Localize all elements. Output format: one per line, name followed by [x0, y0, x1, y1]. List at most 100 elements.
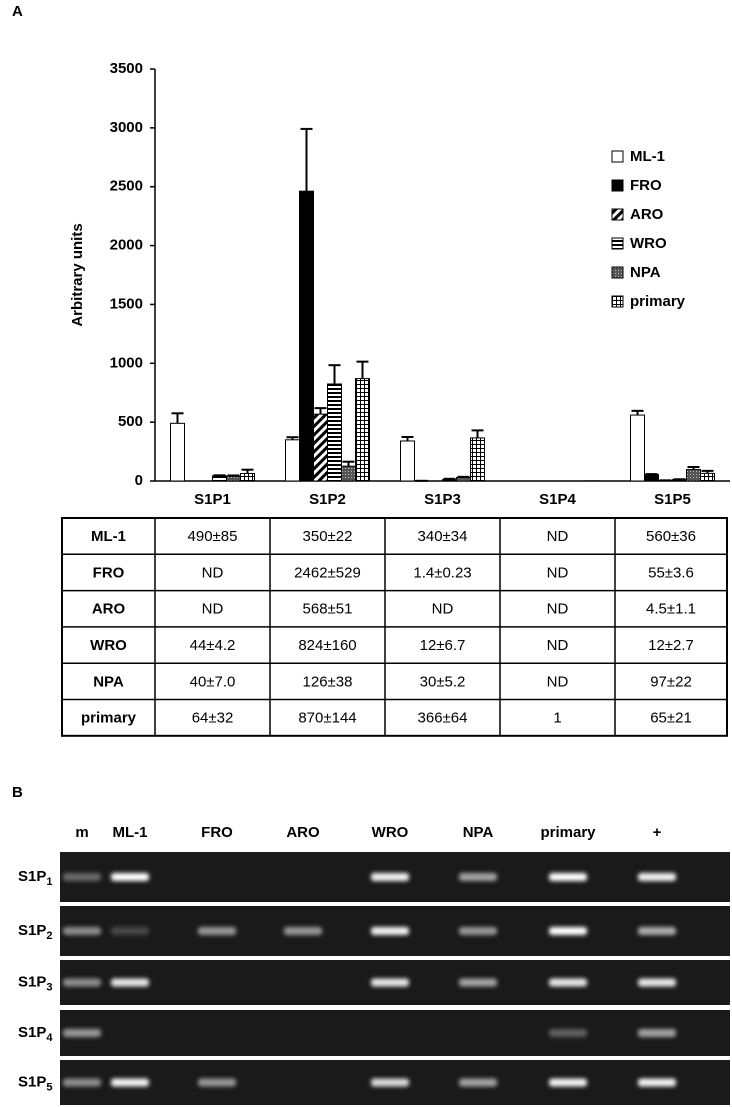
table-cell: 40±7.0 [190, 673, 236, 690]
gel-band [111, 1078, 149, 1087]
gel-band [371, 978, 409, 987]
legend-swatch [611, 179, 624, 192]
gel-band [459, 927, 497, 935]
row-label-sub: 3 [46, 981, 52, 993]
row-header: WRO [90, 637, 127, 654]
legend-label: FRO [630, 177, 662, 194]
table-cell: ND [202, 601, 224, 618]
row-label: S1P1 [18, 868, 52, 888]
table-cell: 44±4.2 [190, 637, 236, 654]
bar [686, 469, 701, 482]
table-cell: 12±6.7 [420, 637, 466, 654]
bar [327, 383, 342, 482]
gel-band [638, 873, 676, 881]
gel-band [371, 873, 409, 881]
error-bar [241, 468, 254, 474]
error-bar [314, 407, 327, 415]
bar [630, 414, 645, 482]
gel-band [63, 927, 101, 935]
gel-band [63, 1029, 101, 1037]
x-tick-label: S1P3 [424, 491, 461, 508]
bar [313, 413, 328, 482]
bar [341, 465, 356, 482]
error-bar [300, 127, 313, 192]
legend-swatch [611, 237, 624, 250]
error-bar [687, 465, 700, 470]
bar [400, 440, 415, 482]
bar [285, 439, 300, 482]
legend-swatch [611, 266, 624, 279]
table-cell: 97±22 [650, 673, 692, 690]
error-bar [443, 477, 456, 480]
y-tick-label: 500 [118, 413, 143, 430]
row-label-name: S1P [18, 922, 46, 939]
error-bar [471, 429, 484, 438]
bar [212, 475, 227, 482]
error-bar [286, 436, 299, 440]
row-label: S1P3 [18, 973, 52, 993]
table-cell: 490±85 [188, 528, 238, 545]
gel-band [638, 1078, 676, 1087]
gel-band [459, 1078, 497, 1087]
lane-label: + [653, 824, 662, 841]
row-label-name: S1P [18, 868, 46, 885]
table-cell: ND [202, 564, 224, 581]
gel-band [638, 978, 676, 987]
bar [226, 475, 241, 482]
panel-label: B [12, 784, 23, 801]
bar [700, 472, 715, 482]
row-header: ARO [92, 601, 126, 618]
row-label: S1P5 [18, 1073, 52, 1093]
row-header: FRO [93, 564, 125, 581]
x-tick-label: S1P1 [194, 491, 231, 508]
y-tick-label: 0 [135, 472, 143, 489]
legend-label: primary [630, 293, 686, 310]
gel-background [60, 852, 730, 1105]
gel-band [459, 978, 497, 987]
bar [456, 476, 471, 482]
gel-band [198, 927, 236, 935]
row-label-sub: 5 [46, 1081, 52, 1093]
table-cell: 55±3.6 [648, 564, 694, 581]
lane-label: m [75, 824, 88, 841]
gel-band [549, 1029, 587, 1037]
lane-label: ARO [286, 824, 320, 841]
error-bar [328, 364, 341, 385]
gel-band [549, 873, 587, 881]
error-bar [631, 409, 644, 416]
x-tick-label: S1P4 [539, 491, 576, 508]
table-cell: 824±160 [298, 637, 356, 654]
row-label-name: S1P [18, 973, 46, 990]
error-bar [457, 475, 470, 478]
bar [355, 378, 370, 482]
lane-label: FRO [201, 824, 233, 841]
y-axis-label: Arbitrary units [69, 223, 86, 326]
error-bar [356, 360, 369, 379]
bar [240, 472, 255, 482]
table-cell: 126±38 [303, 673, 353, 690]
gel-band [198, 1078, 236, 1087]
row-label-sub: 4 [46, 1032, 53, 1044]
table-cell: ND [547, 601, 569, 618]
table-cell: 4.5±1.1 [646, 601, 696, 618]
gel-band [284, 927, 322, 935]
error-bar [342, 460, 355, 467]
x-tick-label: S1P2 [309, 491, 346, 508]
gel-band [459, 873, 497, 881]
gel-band [63, 978, 101, 987]
legend-swatch [611, 208, 624, 221]
gel-band [111, 978, 149, 987]
row-label: S1P2 [18, 922, 52, 942]
lane-label: WRO [372, 824, 409, 841]
legend-label: NPA [630, 264, 661, 281]
table-cell: 350±22 [303, 528, 353, 545]
error-bar [227, 474, 240, 477]
row-header: ML-1 [91, 528, 126, 545]
x-tick-label: S1P5 [654, 491, 691, 508]
table-cell: 65±21 [650, 710, 692, 727]
row-header: NPA [93, 673, 124, 690]
bar [442, 479, 457, 482]
legend-label: ML-1 [630, 148, 665, 165]
table-cell: 568±51 [303, 601, 353, 618]
